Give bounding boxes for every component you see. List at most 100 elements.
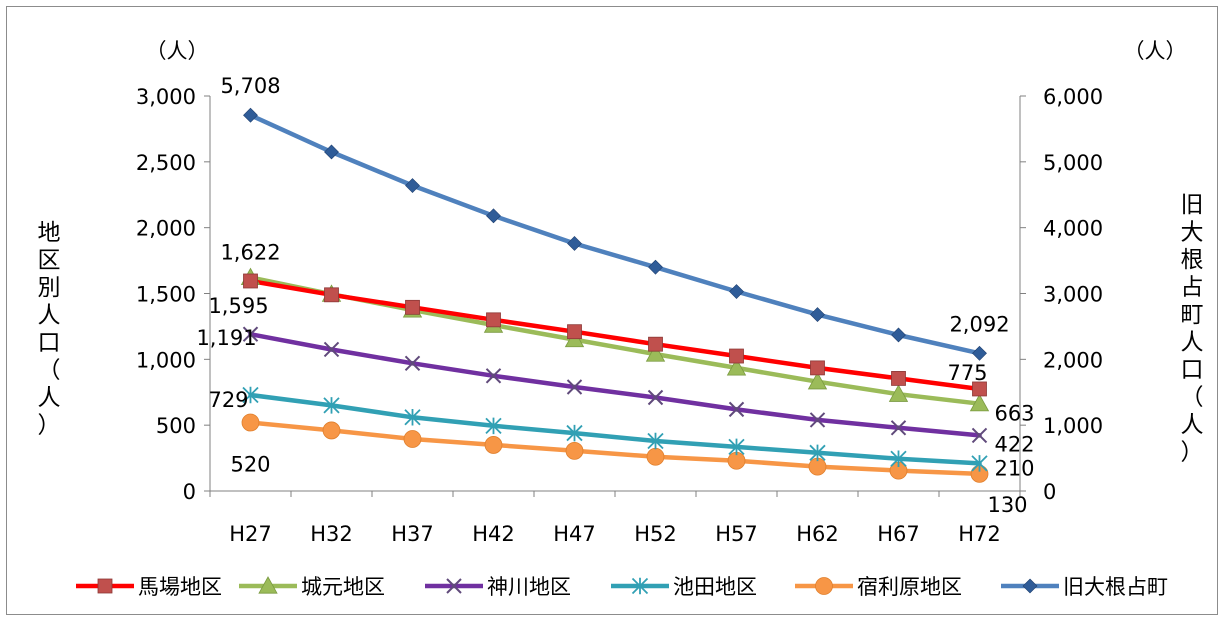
legend-label: 旧大根占町 (1063, 575, 1168, 599)
series-3-point (242, 386, 259, 404)
legend-swatch-marker (631, 577, 649, 595)
series-4-point (565, 441, 584, 460)
axes-group: 0 500 1,000 1,500 2,000 2,500 3,000 0 1,000 2,000… (38, 39, 1204, 546)
series-line-2 (248, 331, 982, 438)
series-lines-group (248, 112, 982, 477)
left-axis-title: 地区別人口（人） (38, 220, 61, 439)
series-3-point (485, 417, 502, 435)
legend-swatch-marker (97, 578, 113, 594)
series-2-point (971, 427, 988, 444)
series-1-point (726, 358, 747, 376)
series-3-point (404, 409, 421, 426)
series-2-point (323, 341, 340, 358)
data-label: 1,191 (196, 326, 256, 350)
left-axis-tick-label: 1,500 (136, 283, 196, 307)
right-axis-tick-label: 1,000 (1043, 414, 1103, 438)
series-3-point (890, 450, 907, 467)
series-0-point (729, 348, 744, 364)
legend-entry-2: 神川地区 (425, 575, 571, 599)
right-axis-title: 旧大根占町人口（人） (1181, 192, 1204, 466)
legend-label: 池田地区 (673, 575, 757, 599)
data-label: 422 (994, 432, 1034, 456)
legend-swatch-marker (446, 578, 462, 594)
left-axis-tick-label: 0 (183, 480, 196, 504)
data-label: 130 (987, 493, 1027, 517)
x-axis-tick-label: H27 (229, 522, 272, 546)
data-label: 1,595 (208, 294, 268, 318)
left-axis-tick-label: 2,000 (136, 217, 196, 241)
series-5-point (729, 284, 744, 299)
left-axis-tick-label: 2,500 (136, 151, 196, 175)
series-4-point (241, 413, 260, 432)
legend: 馬場地区 城元地区 神川地区 池田地区 宿利原地区 旧大根占町 (76, 575, 1168, 599)
series-line-0 (248, 278, 982, 392)
series-2-point (809, 412, 826, 428)
x-axis-tick-label: H52 (634, 522, 677, 546)
data-label: 5,708 (220, 74, 280, 98)
x-axis-tick-label: H37 (391, 522, 434, 546)
right-axis-tick-label: 5,000 (1043, 151, 1103, 175)
series-3-point (566, 424, 583, 442)
series-line-5 (248, 112, 982, 356)
series-3-point (809, 444, 826, 462)
right-axis-tick-label: 4,000 (1043, 217, 1103, 241)
series-0-point (486, 312, 501, 328)
legend-swatch-marker (815, 577, 833, 595)
right-axis-tick-label: 0 (1043, 480, 1056, 504)
x-axis-tick-label: H47 (553, 522, 596, 546)
data-label: 210 (994, 456, 1034, 480)
series-1-point (888, 384, 909, 402)
series-2-point (890, 420, 907, 436)
series-0-point (891, 371, 906, 386)
series-5-point (810, 307, 825, 322)
series-5-point (972, 345, 987, 361)
legend-label: 宿利原地区 (857, 575, 962, 599)
series-4-point (646, 447, 665, 466)
chart-frame (6, 6, 1218, 615)
series-0-point (324, 287, 339, 303)
x-axis-tick-label: H42 (472, 522, 515, 546)
series-markers-group (240, 107, 990, 483)
legend-label: 馬場地区 (138, 575, 222, 599)
x-axis-tick-label: H67 (877, 522, 920, 546)
series-5-point (243, 107, 258, 123)
right-axis-tick-label: 2,000 (1043, 348, 1103, 372)
series-4-point (322, 421, 341, 440)
series-0-point (567, 324, 582, 340)
left-axis-tick-label: 1,000 (136, 348, 196, 372)
data-label: 775 (947, 361, 987, 385)
data-label: 729 (208, 388, 248, 412)
series-5-point (324, 144, 339, 160)
series-3-point (971, 455, 988, 472)
x-axis-tick-label: H72 (958, 522, 1001, 546)
series-1-point (969, 393, 990, 412)
series-line-4 (248, 420, 982, 477)
series-2-point (566, 379, 583, 395)
series-2-point (242, 326, 259, 342)
series-5-point (648, 259, 663, 275)
series-0-point (810, 360, 825, 376)
x-axis-tick-label: H32 (310, 522, 353, 546)
series-3-point (647, 432, 664, 450)
series-2-point (485, 368, 502, 384)
right-axis-tick-label: 6,000 (1043, 85, 1103, 109)
legend-entry-3: 池田地区 (611, 575, 757, 599)
series-5-point (486, 208, 501, 224)
series-2-point (647, 389, 664, 406)
legend-label: 神川地区 (487, 575, 571, 599)
legend-entry-1: 城元地区 (239, 575, 385, 599)
series-0-point (972, 381, 987, 397)
series-3-point (728, 438, 745, 456)
data-label: 663 (994, 402, 1034, 426)
x-axis-tick-label: H62 (796, 522, 839, 546)
data-label: 520 (230, 453, 270, 477)
series-1-point (807, 371, 828, 390)
data-labels-group: 5,708 2,092 1,622 1,595 1,191 729 520 775 663 422… (196, 74, 1034, 517)
x-axis-tick-label: H57 (715, 522, 758, 546)
series-line-3 (248, 392, 982, 466)
left-axis-tick-label: 3,000 (136, 85, 196, 109)
series-line-1 (248, 275, 982, 406)
series-4-point (484, 436, 503, 454)
data-label: 2,092 (949, 312, 1009, 336)
